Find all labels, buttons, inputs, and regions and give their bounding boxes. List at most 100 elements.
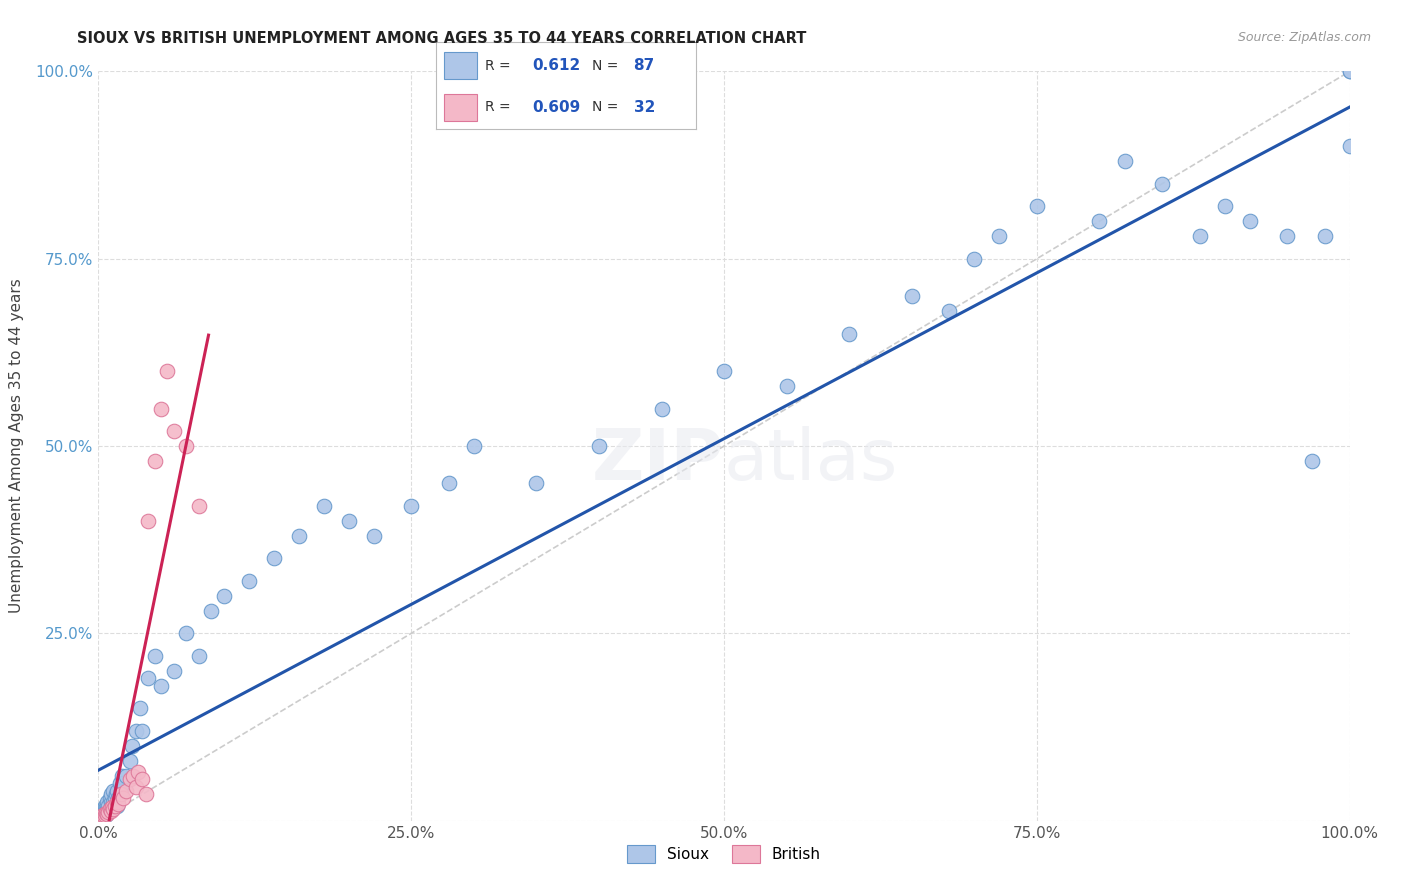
Point bbox=[125, 723, 148, 738]
Point bbox=[138, 514, 160, 528]
Point bbox=[650, 401, 672, 416]
Text: R =: R = bbox=[485, 101, 515, 114]
Point bbox=[588, 439, 610, 453]
Point bbox=[187, 499, 209, 513]
Point bbox=[96, 805, 118, 820]
Point bbox=[174, 439, 197, 453]
Point bbox=[1026, 199, 1049, 213]
Point bbox=[100, 795, 122, 809]
Text: Source: ZipAtlas.com: Source: ZipAtlas.com bbox=[1237, 31, 1371, 45]
Text: atlas: atlas bbox=[724, 426, 898, 495]
Point bbox=[1239, 214, 1261, 228]
Point bbox=[115, 769, 138, 783]
Point bbox=[162, 664, 184, 678]
Point bbox=[93, 798, 115, 813]
Legend: Sioux, British: Sioux, British bbox=[621, 839, 827, 869]
Point bbox=[110, 783, 132, 797]
Point bbox=[89, 810, 111, 824]
Point bbox=[91, 808, 114, 822]
Point bbox=[1150, 177, 1173, 191]
Point bbox=[156, 364, 179, 378]
Point bbox=[100, 800, 122, 814]
Point bbox=[128, 701, 150, 715]
Point bbox=[1114, 154, 1136, 169]
Point bbox=[138, 671, 160, 685]
Point bbox=[104, 788, 127, 802]
Point bbox=[1339, 64, 1361, 78]
Point bbox=[143, 454, 166, 468]
Point bbox=[90, 807, 112, 822]
Point bbox=[93, 806, 115, 821]
Text: ZIP: ZIP bbox=[592, 426, 724, 495]
Point bbox=[93, 808, 115, 822]
Point bbox=[93, 807, 115, 822]
Point bbox=[312, 499, 335, 513]
Point bbox=[437, 476, 460, 491]
Point bbox=[105, 795, 128, 809]
Point bbox=[776, 379, 799, 393]
Point bbox=[212, 589, 235, 603]
Point bbox=[187, 648, 209, 663]
Point bbox=[97, 804, 120, 818]
Point bbox=[94, 806, 117, 821]
Point bbox=[89, 812, 111, 826]
Bar bbox=[444, 95, 478, 120]
Point bbox=[131, 723, 153, 738]
Point bbox=[110, 788, 132, 802]
Point bbox=[287, 529, 309, 543]
Text: 32: 32 bbox=[634, 100, 655, 115]
Point bbox=[118, 772, 141, 787]
Point bbox=[98, 802, 121, 816]
Point bbox=[101, 798, 124, 813]
Point bbox=[111, 769, 134, 783]
Point bbox=[90, 809, 112, 823]
Point bbox=[238, 574, 260, 588]
Point bbox=[150, 401, 173, 416]
Point bbox=[107, 797, 129, 812]
Point bbox=[1313, 229, 1336, 244]
Point bbox=[91, 805, 114, 819]
Point bbox=[1339, 139, 1361, 153]
Point bbox=[105, 783, 128, 797]
Point bbox=[337, 514, 360, 528]
Point bbox=[174, 626, 197, 640]
Point bbox=[105, 798, 128, 813]
Point bbox=[89, 811, 111, 825]
Point bbox=[125, 780, 148, 794]
Point bbox=[98, 802, 121, 816]
Point bbox=[363, 529, 385, 543]
Point bbox=[988, 229, 1011, 244]
Point bbox=[162, 424, 184, 438]
Point bbox=[1277, 229, 1299, 244]
Point bbox=[104, 791, 127, 805]
Point bbox=[108, 776, 131, 790]
Point bbox=[115, 783, 138, 797]
Text: R =: R = bbox=[485, 59, 515, 72]
Y-axis label: Unemployment Among Ages 35 to 44 years: Unemployment Among Ages 35 to 44 years bbox=[10, 278, 24, 614]
Point bbox=[100, 804, 122, 818]
Point bbox=[96, 795, 118, 809]
Point bbox=[103, 783, 125, 797]
Point bbox=[963, 252, 986, 266]
Point bbox=[96, 806, 118, 821]
Point bbox=[98, 791, 121, 805]
Point bbox=[90, 811, 112, 825]
Point bbox=[143, 648, 166, 663]
Point bbox=[97, 805, 120, 819]
Point bbox=[91, 811, 114, 825]
Point bbox=[131, 772, 153, 787]
Point bbox=[93, 805, 115, 819]
Point bbox=[900, 289, 922, 303]
Point bbox=[94, 800, 117, 814]
Point bbox=[122, 769, 145, 783]
Point bbox=[89, 812, 111, 826]
Bar bbox=[444, 53, 478, 78]
Point bbox=[838, 326, 860, 341]
Point bbox=[263, 551, 285, 566]
Text: 0.609: 0.609 bbox=[531, 100, 581, 115]
Text: N =: N = bbox=[592, 59, 623, 72]
Point bbox=[1301, 454, 1323, 468]
Text: 0.612: 0.612 bbox=[531, 58, 581, 73]
Point bbox=[96, 802, 118, 816]
Point bbox=[103, 802, 125, 816]
